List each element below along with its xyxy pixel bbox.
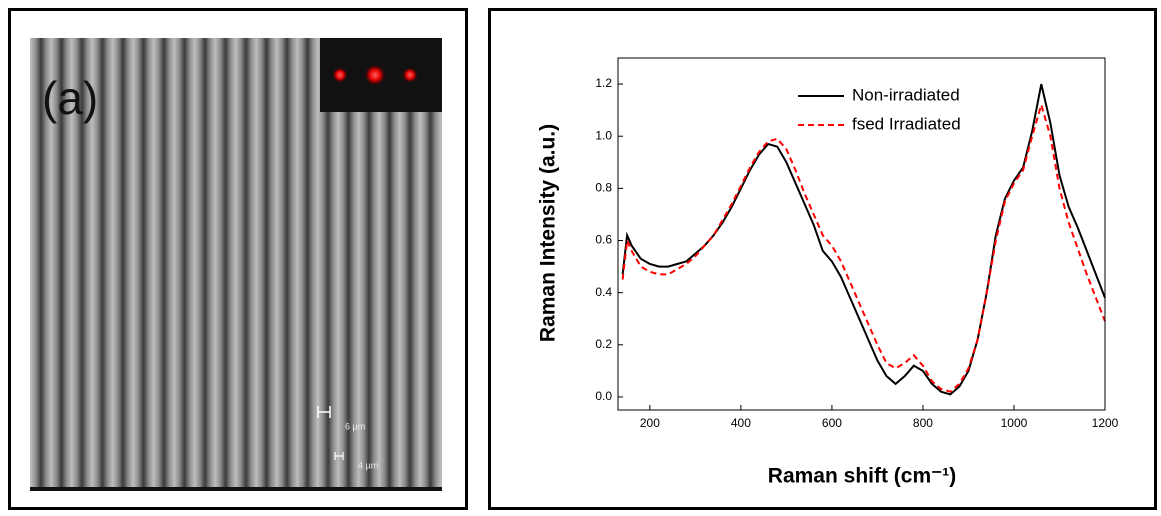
y-tick-label: 0.0 xyxy=(595,389,612,403)
y-axis-label: Raman Intensity (a.u.) xyxy=(537,124,560,342)
x-tick-label: 400 xyxy=(731,416,751,430)
scale-label: 6 µm xyxy=(345,421,365,431)
y-tick-label: 1.0 xyxy=(595,128,612,142)
panel-frame xyxy=(488,8,1157,510)
scale-label: 4 µm xyxy=(358,460,378,470)
plot-frame xyxy=(617,57,1106,411)
y-tick-label: 0.6 xyxy=(595,233,612,247)
y-tick-label: 1.2 xyxy=(595,76,612,90)
diffraction-spot xyxy=(402,67,418,83)
y-tick-label: 0.2 xyxy=(595,337,612,351)
image-edge xyxy=(30,487,442,491)
x-tick-label: 1000 xyxy=(1001,416,1028,430)
scale-bar xyxy=(317,406,331,418)
legend-label: fsed Irradiated xyxy=(852,114,961,133)
x-axis-label: Raman shift (cm⁻¹) xyxy=(768,465,956,488)
diffraction-spot xyxy=(332,67,348,83)
diffraction-spot xyxy=(364,64,386,86)
panel-label: (a) xyxy=(42,72,98,124)
series-line xyxy=(621,101,1106,393)
legend-label: Non-irradiated xyxy=(852,85,960,104)
x-tick-label: 200 xyxy=(640,416,660,430)
y-tick-label: 0.8 xyxy=(595,181,612,195)
scale-bar xyxy=(334,452,344,460)
x-tick-label: 600 xyxy=(822,416,842,430)
x-tick-label: 800 xyxy=(913,416,933,430)
x-tick-label: 1200 xyxy=(1092,416,1119,430)
y-tick-label: 0.4 xyxy=(595,285,612,299)
sem-image xyxy=(30,38,442,490)
